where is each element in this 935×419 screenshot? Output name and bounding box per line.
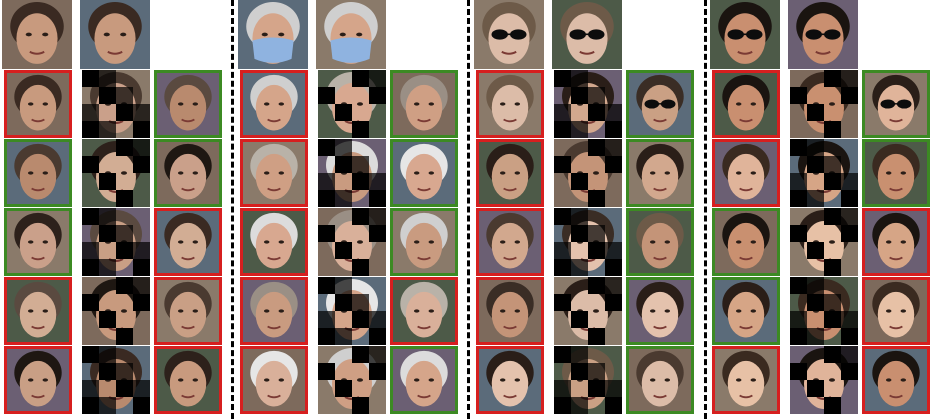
retrieved-face-baseline (240, 346, 308, 414)
retrieved-face-baseline (4, 208, 72, 276)
masked-face-patch (318, 139, 386, 207)
retrieved-face-proposed (390, 346, 458, 414)
query-face-image-copy (552, 0, 622, 69)
retrieved-face-proposed (390, 277, 458, 345)
retrieval-panel (708, 0, 935, 419)
masked-face-patch (82, 208, 150, 276)
retrieved-face-baseline (4, 139, 72, 207)
panel-separator (231, 0, 234, 419)
retrieved-face-baseline (476, 70, 544, 138)
masked-face-patch (790, 346, 858, 414)
masked-face-patch (790, 70, 858, 138)
masked-face-patch (790, 139, 858, 207)
retrieved-face-baseline (476, 277, 544, 345)
masked-face-patch (554, 70, 622, 138)
masked-face-patch (82, 346, 150, 414)
retrieved-face-proposed (626, 277, 694, 345)
retrieved-face-baseline (712, 70, 780, 138)
retrieved-face-proposed (862, 139, 930, 207)
masked-face-patch (318, 277, 386, 345)
retrieved-face-proposed (154, 70, 222, 138)
masked-face-patch (318, 208, 386, 276)
retrieved-face-proposed (154, 208, 222, 276)
retrieved-face-baseline (4, 277, 72, 345)
retrieved-face-baseline (476, 139, 544, 207)
masked-face-patch (790, 208, 858, 276)
panel-separator (467, 0, 470, 419)
query-face-image (474, 0, 544, 69)
retrieved-face-baseline (240, 277, 308, 345)
masked-face-patch (318, 346, 386, 414)
masked-face-patch (82, 139, 150, 207)
retrieved-face-proposed (626, 208, 694, 276)
retrieval-panel (0, 0, 228, 419)
masked-face-patch (82, 277, 150, 345)
retrieved-face-proposed (862, 208, 930, 276)
retrieval-panel (472, 0, 700, 419)
retrieved-face-baseline (4, 346, 72, 414)
retrieved-face-baseline (712, 139, 780, 207)
retrieved-face-baseline (476, 346, 544, 414)
retrieved-face-baseline (240, 70, 308, 138)
masked-face-patch (790, 277, 858, 345)
retrieved-face-proposed (626, 70, 694, 138)
masked-face-patch (554, 346, 622, 414)
query-face-image-copy (788, 0, 858, 69)
retrieved-face-proposed (390, 70, 458, 138)
retrieved-face-proposed (154, 346, 222, 414)
panel-separator (704, 0, 707, 419)
retrieved-face-proposed (862, 277, 930, 345)
retrieved-face-proposed (626, 139, 694, 207)
retrieved-face-baseline (240, 139, 308, 207)
retrieval-panel (236, 0, 464, 419)
masked-face-patch (554, 139, 622, 207)
retrieved-face-baseline (476, 208, 544, 276)
query-face-image (2, 0, 72, 69)
retrieved-face-proposed (862, 70, 930, 138)
retrieved-face-proposed (154, 277, 222, 345)
query-face-image-copy (80, 0, 150, 69)
retrieved-face-baseline (712, 208, 780, 276)
retrieved-face-baseline (712, 277, 780, 345)
retrieved-face-proposed (154, 139, 222, 207)
retrieved-face-proposed (390, 208, 458, 276)
retrieved-face-proposed (862, 346, 930, 414)
masked-face-patch (318, 70, 386, 138)
retrieved-face-baseline (712, 346, 780, 414)
masked-face-patch (82, 70, 150, 138)
query-face-image-copy (316, 0, 386, 69)
retrieved-face-proposed (390, 139, 458, 207)
retrieved-face-proposed (626, 346, 694, 414)
masked-face-patch (554, 277, 622, 345)
query-face-image (710, 0, 780, 69)
retrieved-face-baseline (4, 70, 72, 138)
query-face-image (238, 0, 308, 69)
retrieved-face-baseline (240, 208, 308, 276)
masked-face-patch (554, 208, 622, 276)
